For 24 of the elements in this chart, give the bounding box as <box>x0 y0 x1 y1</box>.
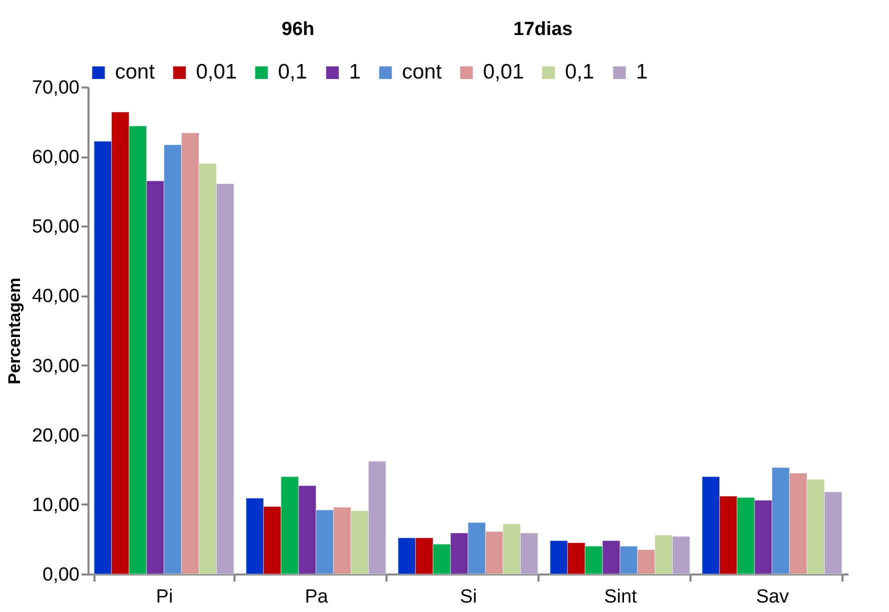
y-tick-label: 10,00 <box>32 494 80 516</box>
y-tick-label: 60,00 <box>32 147 80 168</box>
text: 96h <box>282 19 314 40</box>
y-axis-title: Percentagem <box>4 278 24 384</box>
legend-label: cont <box>115 60 155 84</box>
legend-label: 1 <box>636 60 648 84</box>
y-tick-label: 40,00 <box>32 286 80 308</box>
x-tick-label: Pa <box>304 586 329 608</box>
y-tick-label: 50,00 <box>32 216 80 238</box>
text: 17dias <box>513 19 573 40</box>
legend-label: 0,1 <box>565 60 594 84</box>
y-tick-label: 70,00 <box>32 78 80 98</box>
legend-label: 0,01 <box>196 60 237 84</box>
legend-label: 0,1 <box>278 60 308 84</box>
x-tick-label: Sav <box>756 586 790 608</box>
y-tick-label: 30,00 <box>32 356 80 377</box>
x-tick-label: Sint <box>604 586 638 608</box>
y-tick-label: 0,00 <box>42 564 80 586</box>
legend-label: cont <box>402 60 442 84</box>
legend-label: 1 <box>349 60 361 84</box>
y-tick-label: 20,00 <box>32 425 80 446</box>
x-tick-label: Pi <box>156 586 173 608</box>
legend-label: 0,01 <box>483 60 524 84</box>
x-tick-label: Si <box>460 586 477 608</box>
